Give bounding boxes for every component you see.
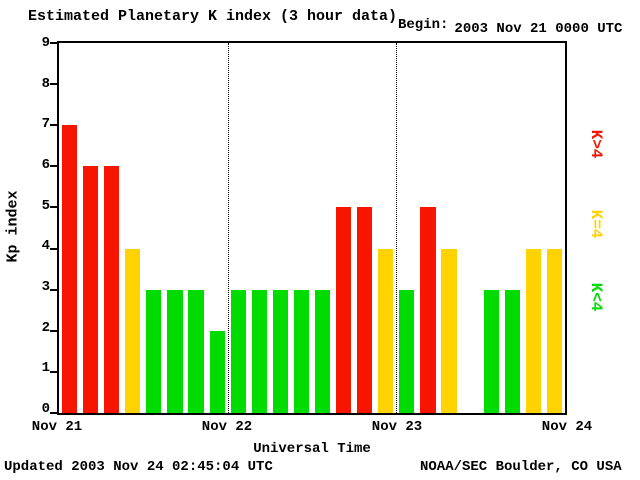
y-axis-ticks: 0 1 2 3 4 5 6 7 8 9: [20, 35, 50, 417]
kp-bar-3: [125, 248, 141, 413]
kp-bar-5: [167, 289, 183, 413]
updated-timestamp: Updated 2003 Nov 24 02:45:04 UTC: [4, 459, 273, 475]
y-tick-label-2: 2: [41, 319, 50, 336]
day-boundary-line: [227, 43, 229, 413]
x-axis-label: Universal Time: [253, 441, 371, 457]
kp-bar-12: [314, 289, 331, 413]
y-tick-mark: [50, 412, 57, 414]
y-tick-mark: [50, 165, 57, 168]
kp-bar-10: [272, 289, 288, 413]
kp-bar-8: [230, 289, 246, 413]
y-tick-label-4: 4: [41, 238, 50, 255]
y-tick-mark: [50, 370, 57, 373]
begin-value: 2003 Nov 21 0000 UTC: [454, 21, 623, 37]
kp-bar-22: [525, 248, 541, 413]
x-tick-label-nov-23: Nov 23: [371, 419, 423, 435]
kp-bar-21: [504, 289, 520, 413]
kp-bar-0: [61, 125, 78, 413]
kp-bar-4: [146, 289, 162, 413]
y-tick-label-7: 7: [41, 116, 50, 133]
kp-bar-13: [336, 207, 352, 413]
kp-bar-11: [293, 289, 310, 413]
y-tick-mark: [50, 247, 57, 250]
kp-bar-18: [441, 248, 457, 413]
y-tick-mark: [50, 206, 57, 209]
x-tick-label-nov-21: Nov 21: [31, 419, 83, 435]
legend-k-lt-4: K<4: [587, 282, 605, 312]
kp-bar-16: [399, 289, 415, 413]
kp-bar-2: [104, 166, 120, 413]
y-tick-mark: [50, 42, 57, 44]
legend-k-eq-4: K=4: [587, 209, 605, 239]
y-tick-label-9: 9: [41, 35, 50, 51]
y-tick-label-0: 0: [41, 401, 50, 417]
y-axis-label: Kp index: [4, 190, 22, 263]
y-tick-mark: [50, 329, 57, 332]
y-tick-mark: [50, 124, 57, 127]
kp-bar-7: [209, 330, 225, 413]
begin-row: Begin: 2003 Nov 21 0000 UTC: [398, 17, 622, 37]
x-tick-label-nov-24: Nov 24: [541, 419, 593, 435]
y-tick-label-5: 5: [41, 197, 50, 214]
source-attribution: NOAA/SEC Boulder, CO USA: [420, 459, 622, 475]
x-tick-label-nov-22: Nov 22: [201, 419, 253, 435]
kp-bar-6: [188, 289, 204, 413]
day-boundary-line: [396, 43, 398, 413]
x-axis-ticks: Nov 21 Nov 22 Nov 23 Nov 24: [32, 419, 592, 435]
y-tick-mark: [50, 83, 57, 86]
begin-label: Begin:: [398, 17, 449, 33]
kp-bar-1: [83, 166, 99, 413]
kp-bar-14: [357, 207, 373, 413]
kp-bar-9: [251, 289, 267, 413]
y-tick-label-1: 1: [41, 360, 50, 377]
y-tick-label-6: 6: [41, 157, 50, 173]
legend-k-gt-4: K>4: [587, 129, 605, 159]
y-tick-mark: [50, 288, 57, 291]
y-tick-label-8: 8: [41, 75, 50, 92]
kp-bar-17: [420, 207, 436, 413]
kp-bar-15: [378, 248, 394, 413]
kp-bar-20: [483, 289, 499, 413]
chart-title: Estimated Planetary K index (3 hour data…: [28, 8, 398, 25]
y-tick-label-3: 3: [41, 279, 50, 295]
plot-area: [50, 41, 567, 415]
kp-bar-23: [546, 248, 563, 413]
